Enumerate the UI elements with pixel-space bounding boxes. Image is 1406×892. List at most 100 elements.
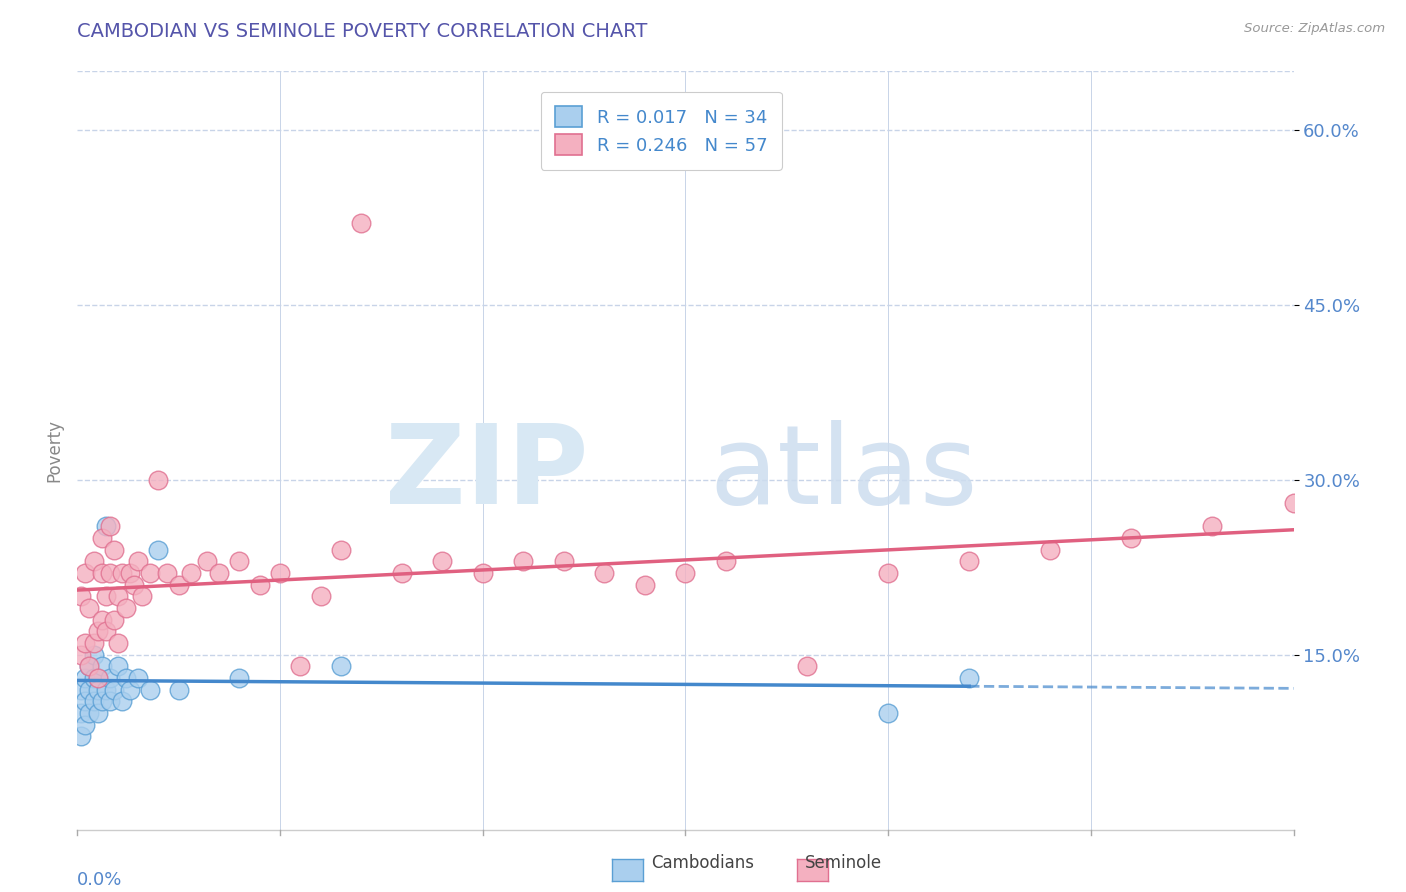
- Point: [139, 566, 162, 580]
- Point: [90, 659, 112, 673]
- Point: [553, 554, 575, 568]
- Text: ZIP: ZIP: [385, 420, 588, 526]
- Point: [103, 682, 125, 697]
- Point: [70, 648, 93, 662]
- Point: [75, 717, 97, 731]
- Text: Cambodians: Cambodians: [651, 855, 755, 872]
- Point: [94, 589, 117, 603]
- Point: [139, 682, 162, 697]
- Point: [98, 671, 121, 685]
- Point: [90, 613, 112, 627]
- Point: [90, 531, 112, 545]
- Point: [107, 636, 129, 650]
- Point: [471, 566, 494, 580]
- Point: [195, 554, 218, 568]
- Point: [714, 554, 737, 568]
- Point: [103, 542, 125, 557]
- Point: [90, 694, 112, 708]
- Point: [79, 601, 101, 615]
- Point: [122, 577, 145, 591]
- Point: [180, 566, 202, 580]
- Point: [309, 589, 332, 603]
- Point: [957, 671, 980, 685]
- Point: [593, 566, 616, 580]
- Text: CAMBODIAN VS SEMINOLE POVERTY CORRELATION CHART: CAMBODIAN VS SEMINOLE POVERTY CORRELATIO…: [77, 22, 648, 41]
- Point: [115, 671, 138, 685]
- Point: [103, 613, 125, 627]
- Point: [79, 659, 101, 673]
- Point: [75, 566, 97, 580]
- Point: [675, 566, 697, 580]
- Point: [79, 659, 101, 673]
- Point: [75, 671, 97, 685]
- Point: [94, 682, 117, 697]
- Point: [70, 589, 93, 603]
- Text: Source: ZipAtlas.com: Source: ZipAtlas.com: [1244, 22, 1385, 36]
- Point: [269, 566, 291, 580]
- Point: [329, 659, 352, 673]
- Point: [155, 566, 177, 580]
- Point: [127, 554, 149, 568]
- Point: [208, 566, 231, 580]
- Point: [957, 554, 980, 568]
- Point: [94, 519, 117, 533]
- Point: [83, 694, 105, 708]
- Point: [148, 542, 170, 557]
- Point: [1282, 496, 1305, 510]
- Point: [83, 636, 105, 650]
- Point: [86, 682, 108, 697]
- Point: [83, 648, 105, 662]
- Point: [127, 671, 149, 685]
- Point: [118, 566, 141, 580]
- Point: [430, 554, 453, 568]
- Point: [86, 671, 108, 685]
- Point: [111, 566, 134, 580]
- Point: [391, 566, 413, 580]
- Y-axis label: Poverty: Poverty: [45, 419, 63, 482]
- Point: [83, 671, 105, 685]
- Point: [329, 542, 352, 557]
- Point: [131, 589, 153, 603]
- Point: [98, 566, 121, 580]
- Point: [512, 554, 534, 568]
- Point: [796, 659, 818, 673]
- Point: [94, 624, 117, 639]
- Point: [167, 682, 190, 697]
- Point: [290, 659, 312, 673]
- Text: Seminole: Seminole: [806, 855, 882, 872]
- Point: [75, 694, 97, 708]
- Legend: R = 0.017   N = 34, R = 0.246   N = 57: R = 0.017 N = 34, R = 0.246 N = 57: [540, 92, 782, 169]
- Point: [148, 473, 170, 487]
- Point: [118, 682, 141, 697]
- Point: [90, 566, 112, 580]
- Point: [228, 554, 250, 568]
- Point: [1039, 542, 1062, 557]
- Point: [70, 729, 93, 743]
- Point: [877, 566, 900, 580]
- Point: [115, 601, 138, 615]
- Point: [70, 706, 93, 720]
- Point: [167, 577, 190, 591]
- Point: [98, 519, 121, 533]
- Point: [877, 706, 900, 720]
- Point: [86, 671, 108, 685]
- Point: [107, 589, 129, 603]
- Text: 0.0%: 0.0%: [77, 871, 122, 889]
- Text: atlas: atlas: [709, 420, 977, 526]
- Point: [228, 671, 250, 685]
- Point: [86, 624, 108, 639]
- Point: [79, 682, 101, 697]
- Point: [249, 577, 271, 591]
- Point: [111, 694, 134, 708]
- Point: [86, 706, 108, 720]
- Point: [75, 636, 97, 650]
- Point: [1121, 531, 1143, 545]
- Point: [1201, 519, 1223, 533]
- Point: [350, 216, 373, 230]
- Point: [83, 554, 105, 568]
- Point: [70, 682, 93, 697]
- Point: [107, 659, 129, 673]
- Point: [98, 694, 121, 708]
- Point: [634, 577, 657, 591]
- Point: [79, 706, 101, 720]
